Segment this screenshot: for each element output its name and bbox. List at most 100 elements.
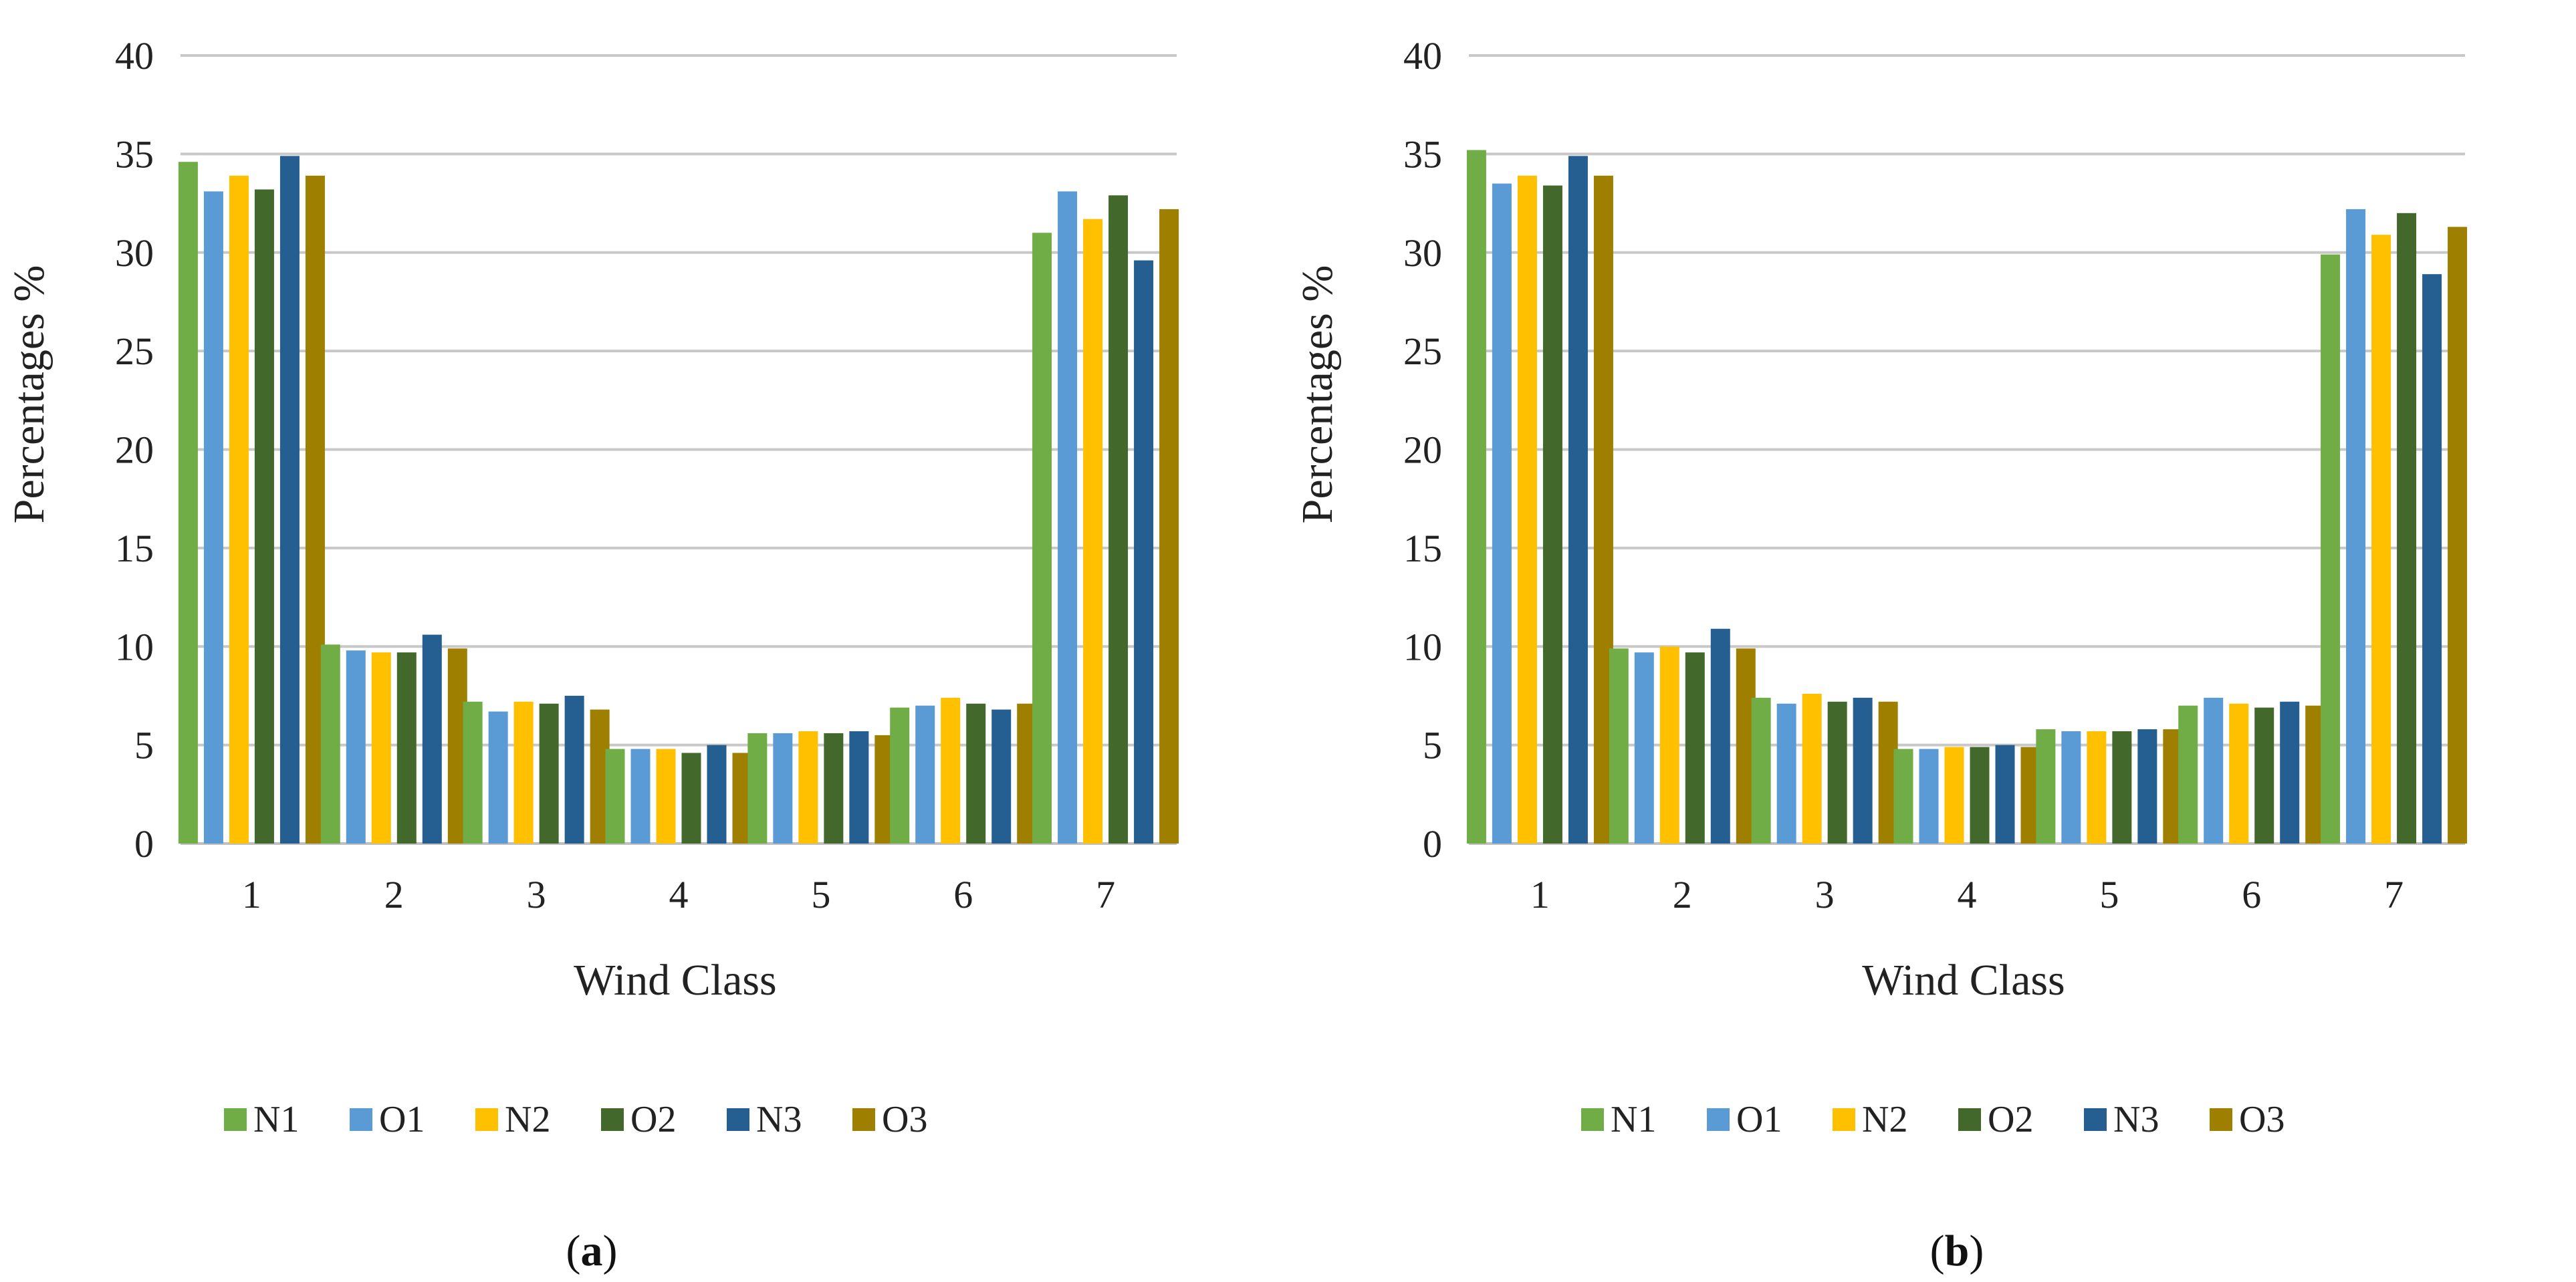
legend-swatch-n2: [475, 1108, 498, 1131]
bar-n3-class-7: [2422, 274, 2442, 844]
bar-n1-class-1: [178, 162, 198, 844]
chart-a-svg: 0 5 10 15 20 25 30 35 40 1 2 3 4 5 6 7 Percentages % W…: [5, 34, 1179, 1275]
y-tick-label: 5: [134, 724, 154, 767]
legend-label-o1: O1: [1736, 1099, 1782, 1140]
y-tick-label: 25: [1403, 330, 1442, 373]
y-tick-label: 20: [1403, 428, 1442, 472]
bar-o2-class-1: [254, 189, 274, 844]
bar-n2-class-7: [2371, 235, 2391, 844]
legend-swatch-o2: [601, 1108, 624, 1131]
y-axis-title: Percentages %: [1293, 265, 1342, 524]
bar-o1-class-7: [1058, 191, 1078, 844]
legend-swatch-o3: [852, 1108, 875, 1131]
bar-n3-class-2: [422, 634, 442, 844]
x-tick-label: 2: [384, 873, 404, 916]
legend-swatch-n3: [2084, 1108, 2107, 1131]
bar-n1-class-4: [1893, 749, 1913, 844]
legend-label-n2: N2: [505, 1099, 550, 1140]
bar-o1-class-7: [2346, 209, 2366, 844]
bar-n1-class-7: [1032, 233, 1052, 844]
chart-panel-a: 0 5 10 15 20 25 30 35 40 1 2 3 4 5 6 7 Percentages % W…: [5, 34, 1179, 1275]
legend-label-o2: O2: [1988, 1099, 2033, 1140]
bar-o2-class-5: [2112, 731, 2132, 844]
x-tick-label: 5: [811, 873, 830, 916]
bar-n3-class-1: [279, 156, 300, 844]
bar-n2-class-4: [1944, 747, 1964, 844]
legend-swatch-n2: [1833, 1108, 1855, 1131]
bar-n2-class-4: [656, 749, 676, 844]
x-tick-label: 5: [2099, 873, 2119, 916]
bar-n2-class-3: [1802, 693, 1822, 844]
x-tick-label: 1: [1530, 873, 1550, 916]
bars: [1466, 150, 2468, 844]
bar-n3-class-7: [1134, 260, 1154, 844]
bar-o2-class-2: [1685, 652, 1705, 844]
bar-o1-class-4: [630, 749, 651, 844]
bar-o2-class-4: [1970, 747, 1990, 844]
bar-n3-class-6: [991, 709, 1012, 844]
y-tick-label: 20: [115, 428, 154, 472]
bar-n2-class-5: [798, 731, 818, 844]
x-tick-label: 6: [953, 873, 973, 916]
bar-n2-class-1: [229, 175, 249, 844]
y-tick-label: 40: [1403, 34, 1442, 78]
bar-n3-class-2: [1710, 628, 1730, 844]
bar-o2-class-4: [681, 753, 701, 844]
y-tick-labels: 0 5 10 15 20 25 30 35 40: [115, 34, 154, 866]
x-tick-labels: 1 2 3 4 5 6 7: [1530, 873, 2404, 916]
bar-n2-class-2: [1659, 646, 1679, 844]
y-tick-label: 0: [134, 822, 154, 866]
bar-o1-class-4: [1919, 749, 1939, 844]
bar-o2-class-3: [539, 703, 559, 844]
bar-o3-class-7: [2448, 227, 2468, 844]
y-tick-label: 35: [1403, 132, 1442, 176]
bar-n2-class-7: [1083, 219, 1103, 844]
x-tick-label: 1: [242, 873, 261, 916]
y-tick-label: 10: [1403, 625, 1442, 668]
bar-n3-class-4: [707, 745, 727, 844]
legend-label-o1: O1: [379, 1099, 425, 1140]
x-axis-title: Wind Class: [1862, 956, 2065, 1005]
bar-o1-class-3: [488, 711, 508, 844]
y-tick-label: 35: [115, 132, 154, 176]
y-tick-label: 0: [1423, 822, 1442, 866]
bar-n2-class-3: [513, 701, 534, 844]
bar-n2-class-1: [1517, 175, 1537, 844]
legend-swatch-n1: [224, 1108, 247, 1131]
legend-swatch-n3: [727, 1108, 749, 1131]
legend-label-n3: N3: [2113, 1099, 2159, 1140]
bar-o1-class-5: [2061, 731, 2081, 844]
x-tick-label: 6: [2242, 873, 2261, 916]
bar-o1-class-2: [1634, 652, 1654, 844]
x-axis-title: Wind Class: [574, 956, 777, 1005]
bar-o2-class-7: [1108, 195, 1129, 844]
x-tick-label: 3: [1815, 873, 1835, 916]
bar-o2-class-7: [2397, 213, 2417, 844]
y-tick-label: 30: [1403, 231, 1442, 275]
bar-n3-class-3: [1853, 697, 1873, 844]
y-tick-label: 40: [115, 34, 154, 78]
bar-o1-class-6: [915, 705, 935, 844]
bar-o2-class-5: [824, 733, 844, 844]
bars: [178, 156, 1179, 844]
legend-label-n2: N2: [1862, 1099, 1907, 1140]
bar-n3-class-1: [1568, 156, 1588, 844]
bar-o2-class-3: [1827, 701, 1847, 844]
bar-n2-class-2: [371, 652, 391, 844]
legend-label-n1: N1: [1611, 1099, 1656, 1140]
bar-n3-class-5: [849, 731, 869, 844]
x-tick-label: 4: [669, 873, 689, 916]
legend-label-o2: O2: [630, 1099, 676, 1140]
bar-n3-class-6: [2280, 701, 2300, 844]
bar-n1-class-2: [320, 644, 340, 844]
x-tick-labels: 1 2 3 4 5 6 7: [242, 873, 1115, 916]
bar-n3-class-5: [2137, 729, 2157, 844]
panel-caption: (a): [566, 1227, 618, 1275]
legend: N1 O1 N2 O2 N3 O3: [224, 1099, 927, 1140]
y-tick-label: 5: [1423, 724, 1442, 767]
x-tick-label: 3: [527, 873, 546, 916]
y-tick-label: 15: [1403, 527, 1442, 570]
bar-n1-class-2: [1609, 648, 1629, 844]
x-tick-label: 7: [2384, 873, 2404, 916]
legend-label-n1: N1: [253, 1099, 299, 1140]
